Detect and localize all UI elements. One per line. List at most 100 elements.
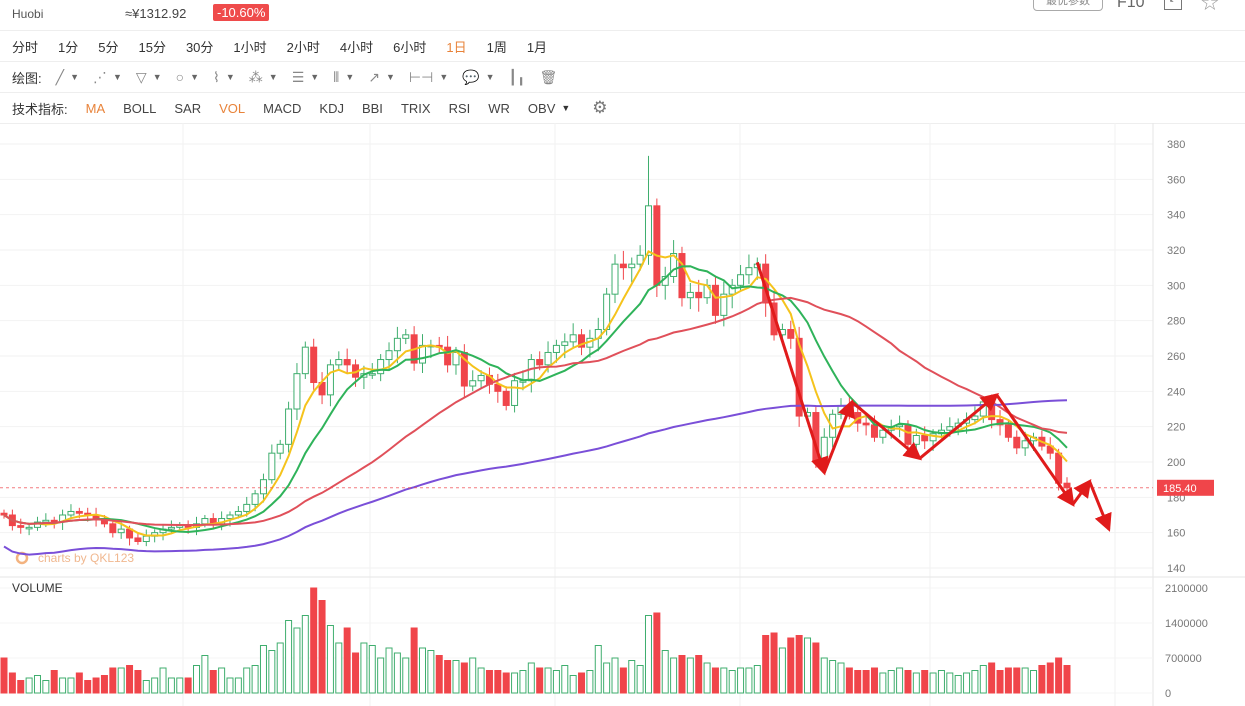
candle[interactable] xyxy=(636,245,644,271)
candle[interactable] xyxy=(209,513,217,529)
line-tool-button[interactable]: ╱ ▼ xyxy=(56,69,79,86)
candle[interactable] xyxy=(377,354,385,382)
candle[interactable] xyxy=(552,339,560,363)
candle[interactable] xyxy=(293,363,301,420)
arrow-tool-button[interactable]: ↗ ▼ xyxy=(368,69,395,86)
trash-button[interactable]: 🗑 xyxy=(539,69,557,86)
candle[interactable] xyxy=(578,329,586,356)
candle[interactable] xyxy=(243,496,251,517)
star-icon[interactable]: ☆ xyxy=(1200,0,1220,15)
candle[interactable] xyxy=(435,336,443,353)
tab-timeframe-1[interactable]: 1分 xyxy=(58,39,79,55)
candle[interactable] xyxy=(511,372,519,413)
indicator-sar[interactable]: SAR xyxy=(174,100,202,116)
annotation-arrow[interactable] xyxy=(1088,480,1112,532)
candle[interactable] xyxy=(485,367,493,394)
triangle-tool-button[interactable]: ▽ ▼ xyxy=(136,69,162,86)
candle[interactable] xyxy=(502,386,510,411)
gear-icon[interactable]: ⚙ xyxy=(592,98,608,117)
candle[interactable] xyxy=(109,518,117,538)
candle[interactable] xyxy=(419,334,426,374)
candle-settings-button[interactable]: ┃╻ xyxy=(509,69,526,86)
candle[interactable] xyxy=(971,406,979,425)
candle[interactable] xyxy=(393,326,401,364)
candle[interactable] xyxy=(494,373,502,403)
candle[interactable] xyxy=(644,155,652,265)
candle[interactable] xyxy=(1046,437,1054,460)
candle[interactable] xyxy=(326,359,334,407)
candle[interactable] xyxy=(335,351,343,371)
optimal-params-button[interactable]: 最优参数 xyxy=(1033,0,1103,11)
candle[interactable] xyxy=(159,523,167,541)
segment-tool-button[interactable]: ⋰ ▼ xyxy=(93,69,122,86)
tab-timeframe-7[interactable]: 4小时 xyxy=(339,39,374,55)
candle[interactable] xyxy=(142,529,150,547)
candle[interactable] xyxy=(268,444,276,484)
candle[interactable] xyxy=(17,518,25,534)
candle[interactable] xyxy=(527,354,535,393)
tab-timeframe-8[interactable]: 6小时 xyxy=(393,39,427,55)
candle[interactable] xyxy=(837,398,845,420)
circle-tool-button[interactable]: ○ ▼ xyxy=(176,69,199,85)
candle[interactable] xyxy=(678,246,686,307)
annotation-arrow[interactable] xyxy=(822,399,855,474)
candle[interactable] xyxy=(276,439,284,460)
candlestick-chart[interactable]: 1401601802002202402602803003203403603802… xyxy=(0,123,1245,706)
candle[interactable] xyxy=(569,323,577,348)
candle[interactable] xyxy=(628,257,636,283)
tab-timeframe-4[interactable]: 30分 xyxy=(185,39,214,55)
candle[interactable] xyxy=(896,415,904,438)
candle[interactable] xyxy=(469,370,477,392)
candle[interactable] xyxy=(686,282,694,310)
annotation-arrow[interactable] xyxy=(995,394,1075,507)
candle[interactable] xyxy=(25,523,33,536)
candle[interactable] xyxy=(444,335,452,373)
indicator-boll[interactable]: BOLL xyxy=(123,100,157,116)
indicator-kdj[interactable]: KDJ xyxy=(319,100,344,116)
wave-tool-button[interactable]: ⌇ ▼ xyxy=(213,69,235,86)
candle[interactable] xyxy=(402,329,410,345)
candle[interactable] xyxy=(0,509,8,519)
candle[interactable] xyxy=(92,507,100,527)
candle[interactable] xyxy=(611,254,619,304)
candle[interactable] xyxy=(385,342,393,370)
indicator-bbi[interactable]: BBI xyxy=(361,100,383,116)
f10-button[interactable]: F10 xyxy=(1117,0,1145,11)
tab-timeframe-9[interactable]: 1日 xyxy=(446,39,467,55)
candle[interactable] xyxy=(477,370,485,389)
candle[interactable] xyxy=(862,416,870,436)
indicator-trix[interactable]: TRIX xyxy=(400,100,431,116)
candle[interactable] xyxy=(318,372,326,405)
indicator-rsi[interactable]: RSI xyxy=(448,100,471,116)
indicator-macd[interactable]: MACD xyxy=(263,100,302,116)
candle[interactable] xyxy=(310,338,318,390)
tab-timeframe-5[interactable]: 1小时 xyxy=(233,39,267,55)
candle[interactable] xyxy=(787,320,795,349)
candle[interactable] xyxy=(728,278,736,309)
candle[interactable] xyxy=(259,473,267,503)
pattern-tool-button[interactable]: ⁂ ▼ xyxy=(249,69,278,86)
annotation-arrow[interactable] xyxy=(755,261,829,476)
annotation-arrow[interactable] xyxy=(918,392,999,460)
indicator-vol[interactable]: VOL xyxy=(219,100,246,116)
fibonacci-tool-button[interactable]: ☰ ▼ xyxy=(292,69,319,86)
candle[interactable] xyxy=(301,341,309,379)
candle[interactable] xyxy=(670,240,678,283)
candle[interactable] xyxy=(703,278,711,304)
tab-timeframe-2[interactable]: 5分 xyxy=(98,39,119,55)
tab-timeframe-11[interactable]: 1月 xyxy=(526,39,548,55)
tab-timeframe-3[interactable]: 15分 xyxy=(138,39,166,55)
candle[interactable] xyxy=(711,275,719,324)
candle[interactable] xyxy=(661,266,669,300)
measure-tool-button[interactable]: ⊢⊣ ▼ xyxy=(409,69,448,86)
candle[interactable] xyxy=(285,401,293,453)
exit-fullscreen-icon[interactable]: ↙ xyxy=(1164,0,1182,10)
annotation-arrow[interactable] xyxy=(1071,479,1092,506)
candle[interactable] xyxy=(619,250,627,280)
cycle-lines-button[interactable]: ⦀ ▼ xyxy=(333,69,354,86)
indicator-obv[interactable]: OBV xyxy=(527,100,556,116)
candle[interactable] xyxy=(695,279,703,312)
annotation-arrow[interactable] xyxy=(850,400,922,461)
candle[interactable] xyxy=(67,504,75,519)
candle[interactable] xyxy=(117,522,125,539)
